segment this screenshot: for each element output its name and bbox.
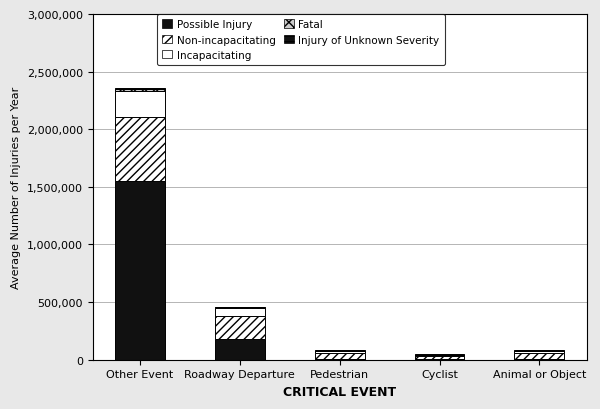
- Bar: [215, 339, 265, 360]
- Bar: [115, 182, 165, 360]
- Bar: [215, 308, 265, 309]
- Legend: Possible Injury, Non-incapacitating, Incapacitating, Fatal, Injury of Unknown Se: Possible Injury, Non-incapacitating, Inc…: [157, 15, 445, 66]
- Bar: [115, 89, 165, 90]
- Bar: [215, 316, 265, 339]
- Bar: [315, 353, 365, 360]
- Bar: [115, 90, 165, 92]
- Bar: [315, 351, 365, 353]
- Bar: [215, 307, 265, 308]
- Bar: [514, 351, 565, 353]
- Y-axis label: Average Number of Injuries per Year: Average Number of Injuries per Year: [11, 87, 21, 288]
- Bar: [115, 117, 165, 182]
- Bar: [115, 92, 165, 117]
- X-axis label: CRITICAL EVENT: CRITICAL EVENT: [283, 385, 396, 398]
- Bar: [415, 356, 464, 360]
- Bar: [514, 353, 565, 360]
- Bar: [415, 355, 464, 356]
- Bar: [215, 309, 265, 316]
